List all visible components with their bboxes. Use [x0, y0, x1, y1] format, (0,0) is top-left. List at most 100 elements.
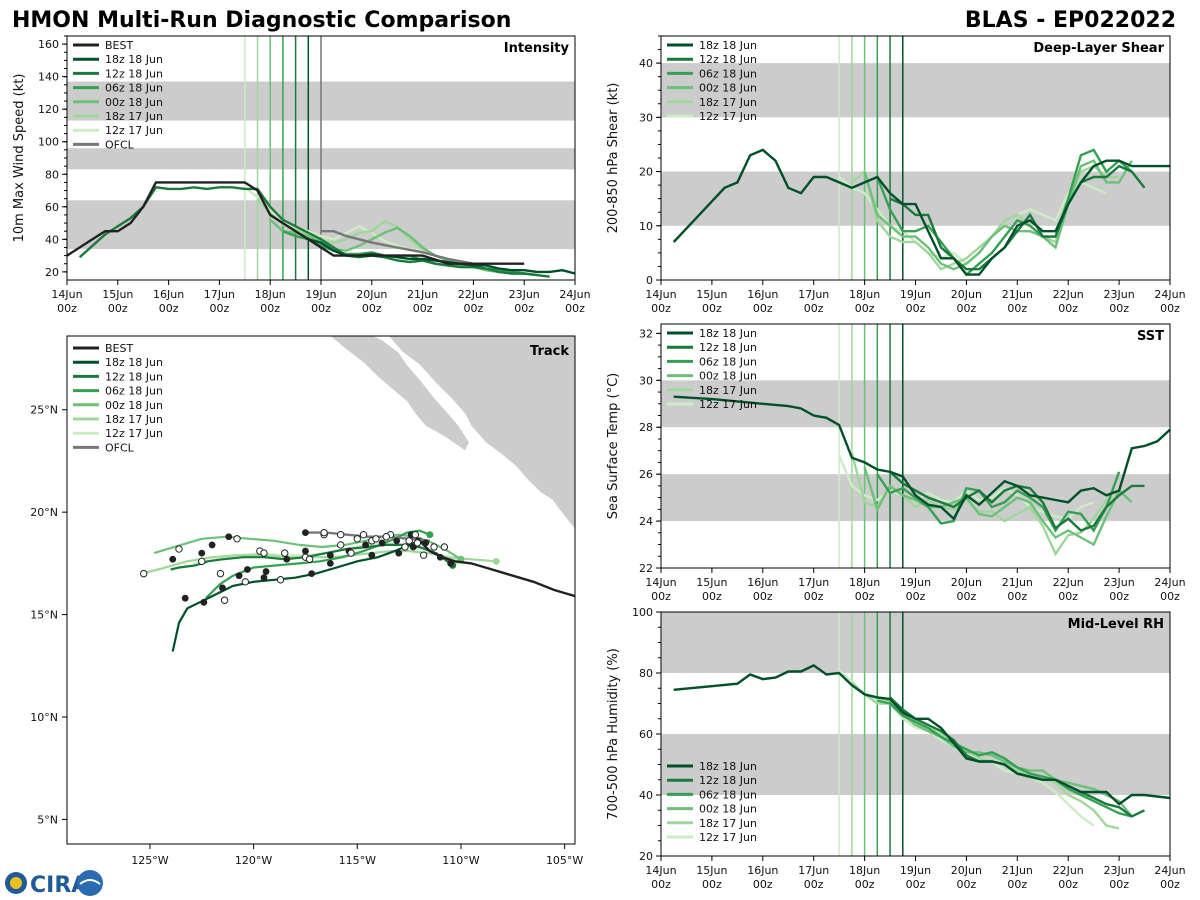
series-line-06z-18-jun [876, 148, 1133, 277]
legend-label: 12z 18 Jun [699, 774, 757, 787]
y-tick-label: 20 [45, 266, 59, 279]
legend-label: 12z 17 Jun [105, 124, 163, 137]
x-tick-label: 125°W [131, 854, 168, 867]
y-tick-label: 20 [639, 850, 653, 863]
ofcl-point [336, 530, 345, 539]
legend-label: 18z 17 Jun [105, 413, 163, 426]
y-tick-label: 22 [639, 562, 653, 575]
x-tick-label-day: 18Jun [849, 288, 880, 301]
x-tick-label-day: 22Jun [1053, 576, 1084, 589]
legend-label: 12z 18 Jun [699, 341, 757, 354]
track-point-open [260, 549, 268, 557]
x-tick-label-day: 16Jun [747, 288, 778, 301]
x-tick-label-day: 21Jun [1002, 864, 1033, 877]
x-tick-label-day: 14Jun [645, 576, 676, 589]
y-tick-label: 80 [45, 168, 59, 181]
legend-label: 06z 18 Jun [699, 355, 757, 368]
logo-satellite-icon [77, 870, 103, 896]
shaded-band [661, 734, 1170, 795]
x-tick-label-hour: 00z [906, 878, 926, 891]
x-tick-label-hour: 00z [957, 878, 977, 891]
x-tick-label-hour: 00z [57, 302, 77, 315]
legend-label: 00z 18 Jun [105, 96, 163, 109]
track-point-filled [260, 574, 268, 582]
x-tick-label-day: 24Jun [559, 288, 590, 301]
track-end-point [492, 557, 500, 565]
x-tick-label-hour: 00z [651, 878, 671, 891]
legend-label: 06z 18 Jun [699, 788, 757, 801]
x-tick-label-hour: 00z [804, 590, 824, 603]
x-tick-label-hour: 00z [413, 302, 433, 315]
track-point-filled [447, 559, 454, 567]
x-tick-label-day: 24Jun [1154, 576, 1185, 589]
y-tick-label: 40 [639, 57, 653, 70]
track-line-18z-18-jun [171, 539, 420, 652]
x-tick-label-hour: 00z [1109, 302, 1129, 315]
x-tick-label-day: 20Jun [951, 864, 982, 877]
y-tick-label: 20 [639, 166, 653, 179]
track-point-filled [362, 541, 369, 549]
track-point-open [353, 535, 361, 543]
x-tick-label-hour: 00z [804, 878, 824, 891]
track-point-filled [225, 533, 233, 541]
y-tick-label: 140 [38, 71, 59, 84]
x-tick-label-hour: 00z [804, 302, 824, 315]
track-point-open [241, 578, 250, 586]
track-point-filled [308, 570, 316, 578]
x-tick-label-day: 21Jun [1002, 288, 1033, 301]
legend-label: 12z 17 Jun [105, 427, 163, 440]
x-tick-label-day: 20Jun [951, 576, 982, 589]
legend-label: 00z 18 Jun [699, 370, 757, 383]
x-tick-label-hour: 00z [1109, 590, 1129, 603]
x-tick-label-day: 24Jun [1154, 288, 1185, 301]
track-point-filled [198, 549, 206, 557]
ofcl-point [320, 528, 328, 537]
x-tick-label-hour: 00z [565, 302, 585, 315]
track-point-filled [436, 553, 444, 561]
y-tick-label: 24 [639, 515, 653, 528]
track-point-filled [393, 537, 401, 545]
x-tick-label: 110°W [442, 854, 479, 867]
track-point-open [372, 535, 380, 543]
track-point-open [216, 569, 225, 578]
x-tick-label-hour: 00z [651, 590, 671, 603]
panel-title: Intensity [504, 41, 570, 56]
track-point-open [233, 535, 241, 543]
x-tick-label-hour: 00z [1007, 302, 1027, 315]
legend-label: 00z 18 Jun [699, 82, 757, 95]
y-tick-label: 32 [639, 327, 653, 340]
x-tick-label-day: 24Jun [1154, 864, 1185, 877]
best-track-line [66, 181, 525, 265]
figure-title: HMON Multi-Run Diagnostic Comparison [12, 8, 511, 33]
x-tick-label-hour: 00z [651, 302, 671, 315]
legend-label: 12z 18 Jun [699, 53, 757, 66]
track-point-filled [395, 549, 403, 557]
legend-label: 18z 17 Jun [699, 96, 757, 109]
x-tick-label-hour: 00z [753, 302, 773, 315]
x-tick-label-day: 23Jun [1104, 576, 1135, 589]
intensity-panel: 2040608010012014016014Jun00z15Jun00z16Ju… [12, 35, 591, 315]
track-point-filled [422, 539, 430, 547]
legend-label: 18z 17 Jun [105, 110, 163, 123]
sst-panel: 22242628303214Jun00z15Jun00z16Jun00z17Ju… [606, 323, 1186, 603]
land-mexico [357, 336, 575, 529]
ofcl-point [405, 537, 413, 545]
track-point-filled [262, 568, 270, 575]
track-map-area [67, 336, 575, 844]
legend-label: 12z 18 Jun [105, 67, 163, 80]
track-point-filled [200, 598, 208, 606]
x-tick-label-day: 23Jun [1104, 288, 1135, 301]
x-tick-label-day: 19Jun [305, 288, 336, 301]
x-tick-label-hour: 00z [1160, 590, 1180, 603]
legend-label: 18z 17 Jun [699, 817, 757, 830]
x-tick-label-day: 18Jun [849, 864, 880, 877]
x-tick-label-hour: 00z [753, 878, 773, 891]
legend-label: BEST [105, 342, 133, 355]
land-baja-california [299, 336, 470, 452]
track-point-filled [181, 594, 189, 602]
y-tick-label: 5°N [37, 813, 58, 826]
y-tick-label: 60 [639, 728, 653, 741]
y-tick-label: 25°N [30, 404, 58, 417]
y-tick-label: 60 [45, 201, 59, 214]
y-tick-label: 0 [646, 274, 653, 287]
